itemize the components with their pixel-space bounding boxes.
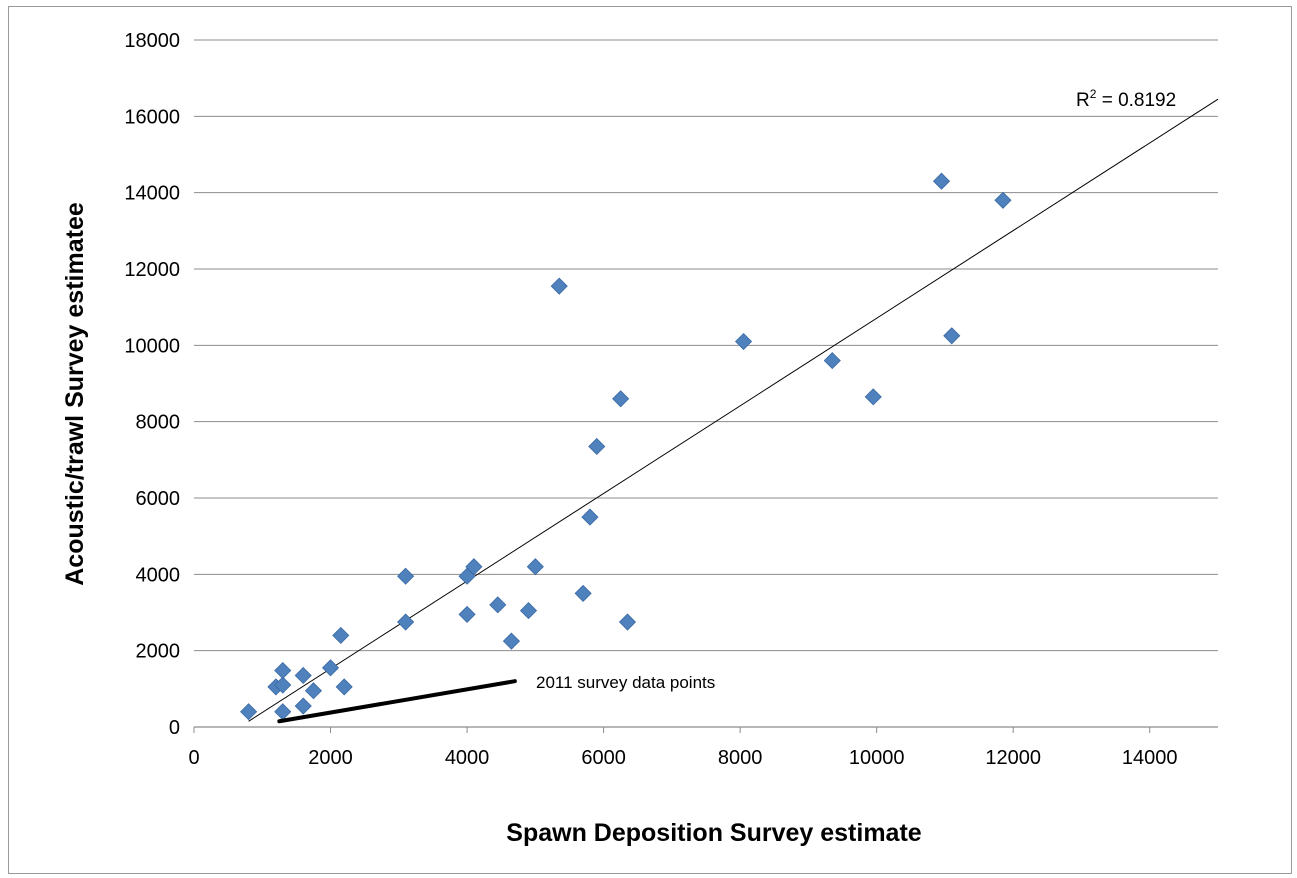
x-tick-label: 10000 <box>849 747 905 769</box>
y-tick-label: 12000 <box>124 259 180 281</box>
data-point-27 <box>823 352 841 370</box>
annotation-label: 2011 survey data points <box>536 673 715 692</box>
y-tick-label: 18000 <box>124 30 180 52</box>
data-point-6 <box>294 666 312 685</box>
trendline-group <box>248 98 1219 722</box>
x-axis-title: Spawn Deposition Survey estimate <box>506 819 921 847</box>
data-point-2 <box>274 676 292 694</box>
r-squared-superscript: 2 <box>1090 87 1097 101</box>
data-point-18 <box>519 602 538 620</box>
data-point-13 <box>458 605 476 623</box>
data-point-20 <box>550 277 568 295</box>
data-point-8 <box>321 659 340 677</box>
y-tick-label: 10000 <box>124 335 180 357</box>
data-point-4 <box>274 703 292 721</box>
y-tick-label: 2000 <box>136 641 181 663</box>
data-point-9 <box>332 626 350 644</box>
data-point-16 <box>489 596 507 614</box>
data-point-26 <box>734 332 753 351</box>
x-tick-label: 12000 <box>985 747 1041 769</box>
data-point-19 <box>526 558 544 576</box>
data-point-23 <box>588 437 606 456</box>
annotation-group <box>277 679 517 724</box>
data-point-28 <box>864 388 882 406</box>
data-point-24 <box>612 390 630 408</box>
annotation-pointer-line <box>277 679 517 724</box>
y-tick-label: 6000 <box>136 488 181 510</box>
data-point-15 <box>465 558 483 576</box>
r-squared-value: = 0.8192 <box>1096 90 1176 111</box>
trendline <box>248 98 1219 722</box>
data-point-17 <box>502 632 521 650</box>
data-points <box>240 172 1012 721</box>
data-point-11 <box>397 613 415 631</box>
y-axis-ticks: 0 2000 4000 6000 8000 10000 12000 14000 16000 180… <box>124 30 180 739</box>
data-point-21 <box>574 584 592 602</box>
data-point-30 <box>943 327 961 345</box>
x-tick-label: 0 <box>188 747 199 769</box>
y-axis-title: Acoustic/trawl Survey estimatee <box>61 202 89 586</box>
x-tick-label: 14000 <box>1122 747 1178 769</box>
y-tick-label: 0 <box>169 717 180 739</box>
y-tick-label: 4000 <box>136 564 181 586</box>
x-tick-label: 8000 <box>718 747 763 769</box>
r-squared-label: R2 = 0.8192 <box>1076 87 1176 111</box>
data-point-5 <box>294 697 312 715</box>
data-point-3 <box>274 661 292 680</box>
data-point-29 <box>932 172 951 190</box>
data-point-12 <box>397 567 415 585</box>
x-tick-label: 4000 <box>445 747 490 769</box>
y-tick-label: 16000 <box>124 106 180 128</box>
x-tick-label: 2000 <box>308 747 353 769</box>
chart-frame: 0 2000 4000 6000 8000 10000 12000 14000 16000 180… <box>8 6 1292 874</box>
data-point-0 <box>240 703 258 721</box>
scatter-chart: 0 2000 4000 6000 8000 10000 12000 14000 16000 180… <box>61 30 1219 847</box>
data-point-31 <box>994 191 1012 209</box>
r-squared-prefix: R <box>1076 90 1090 111</box>
gridlines <box>194 39 1218 652</box>
data-point-22 <box>581 508 599 526</box>
data-point-7 <box>304 682 323 700</box>
x-tick-label: 6000 <box>581 747 626 769</box>
x-axis-ticks: 0 2000 4000 6000 8000 10000 12000 14000 <box>188 727 1178 769</box>
y-tick-label: 14000 <box>124 183 180 205</box>
data-point-10 <box>335 678 353 696</box>
data-point-25 <box>618 613 637 631</box>
y-tick-label: 8000 <box>136 412 181 434</box>
